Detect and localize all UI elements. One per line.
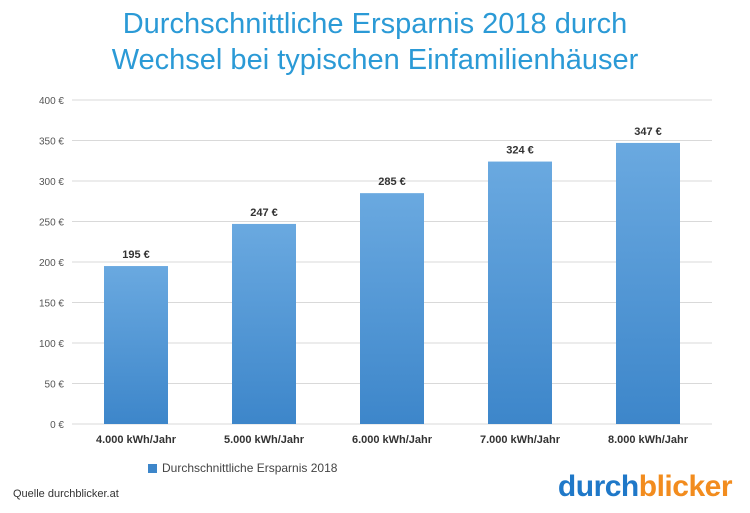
bar-value-label: 324 € xyxy=(506,145,534,157)
bar xyxy=(104,266,168,424)
chart-title-line-1: Durchschnittliche Ersparnis 2018 durch xyxy=(122,8,628,40)
chart-title-line-2: Wechsel bei typischen Einfamilienhäuser xyxy=(111,44,639,76)
logo-part-1: durch xyxy=(557,470,639,503)
y-tick-label: 300 € xyxy=(39,177,64,188)
x-tick-label: 5.000 kWh/Jahr xyxy=(224,434,305,446)
legend-label: Durchschnittliche Ersparnis 2018 xyxy=(162,461,338,475)
bar-value-label: 285 € xyxy=(378,176,406,188)
x-tick-label: 8.000 kWh/Jahr xyxy=(608,434,689,446)
bars xyxy=(104,142,680,424)
y-tick-label: 0 € xyxy=(50,420,64,431)
x-axis-tick-labels: 4.000 kWh/Jahr 5.000 kWh/Jahr 6.000 kWh/Ja… xyxy=(96,434,689,446)
x-tick-label: 7.000 kWh/Jahr xyxy=(480,434,561,446)
chart-title: Durchschnittliche Ersparnis 2018 durch W… xyxy=(0,6,750,78)
y-tick-label: 100 € xyxy=(39,339,64,350)
bar xyxy=(360,193,424,424)
y-tick-label: 50 € xyxy=(45,380,65,391)
y-tick-label: 400 € xyxy=(39,96,64,107)
y-tick-label: 250 € xyxy=(39,218,64,229)
bar-value-labels: 195 € 247 € 285 € 324 € 347 € xyxy=(122,126,662,261)
x-tick-label: 4.000 kWh/Jahr xyxy=(96,434,177,446)
logo-part-2: blicker xyxy=(638,470,733,503)
bar-value-label: 347 € xyxy=(634,126,662,138)
y-axis-tick-labels: 0 € 50 € 100 € 150 € 200 € 250 € 300 € 350 € 400… xyxy=(39,96,64,431)
y-tick-label: 350 € xyxy=(39,137,64,148)
y-tick-label: 150 € xyxy=(39,299,64,310)
legend: Durchschnittliche Ersparnis 2018 xyxy=(148,461,337,475)
brand-logo: durchblicker xyxy=(557,470,733,504)
bar xyxy=(488,161,552,424)
x-tick-label: 6.000 kWh/Jahr xyxy=(352,434,433,446)
legend-swatch xyxy=(148,463,157,473)
bar-value-label: 195 € xyxy=(122,249,150,261)
bar xyxy=(616,142,680,424)
y-tick-label: 200 € xyxy=(39,258,64,269)
bar-value-label: 247 € xyxy=(250,207,278,219)
bar xyxy=(232,223,296,424)
source-note: Quelle durchblicker.at xyxy=(13,488,119,500)
